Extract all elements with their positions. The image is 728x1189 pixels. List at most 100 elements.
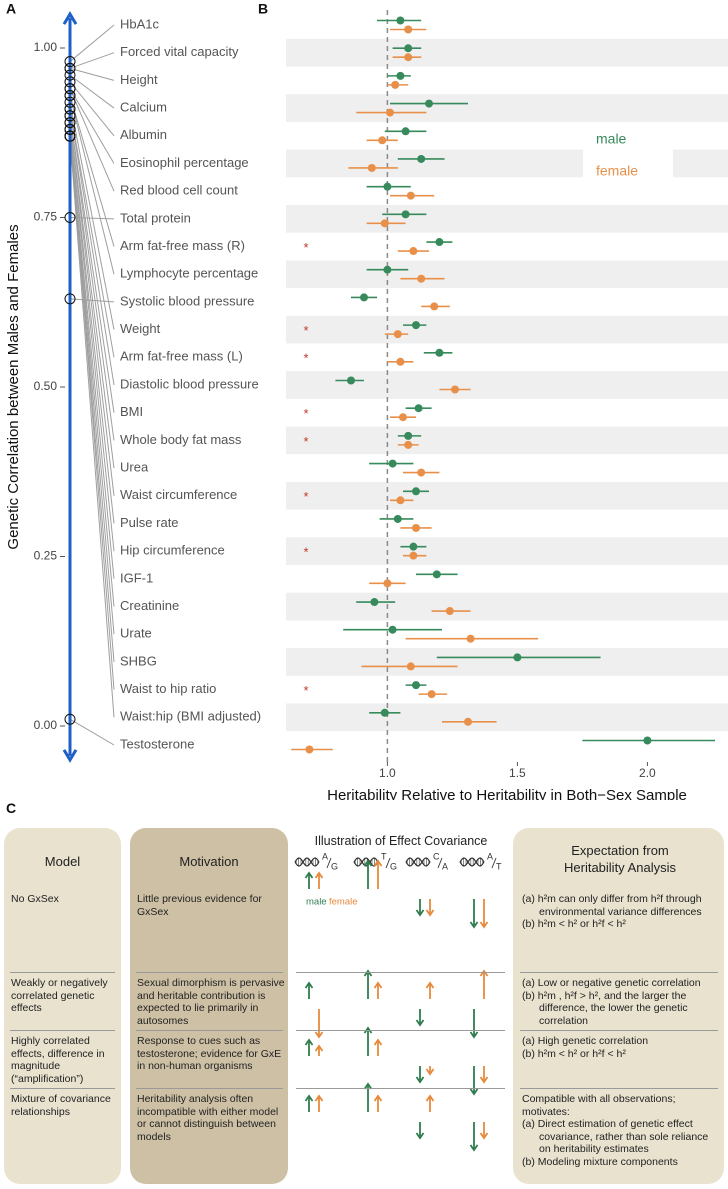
connector xyxy=(69,129,115,552)
row-band xyxy=(286,371,728,399)
row-divider xyxy=(520,972,718,973)
trait-label: Testosterone xyxy=(120,736,194,751)
row-band xyxy=(286,648,728,676)
point xyxy=(383,579,392,588)
connector xyxy=(69,129,115,690)
legend-label: male xyxy=(596,131,627,147)
allele-bottom: G xyxy=(331,861,338,871)
motivation-cell: Heritability analysis often incompatible… xyxy=(137,1093,279,1143)
point xyxy=(396,357,405,366)
effect-arrowhead xyxy=(373,1094,383,1102)
expectation-item: (a) High genetic correlation xyxy=(522,1035,649,1047)
point xyxy=(435,238,444,247)
point xyxy=(412,523,420,532)
point xyxy=(347,376,355,385)
allele-top: T xyxy=(381,851,387,861)
point xyxy=(451,385,459,394)
panel-label: C xyxy=(6,800,17,816)
effect-arrowhead xyxy=(425,1094,435,1102)
allele-top: A xyxy=(322,851,328,861)
figure-panels-ab: A B Genetic Correlation between Males an… xyxy=(5,1,728,800)
effect-arrowhead xyxy=(469,921,479,929)
dna-strand xyxy=(405,857,431,867)
trait-label: Arm fat-free mass (R) xyxy=(120,238,245,253)
effect-arrowhead xyxy=(363,1082,373,1090)
model-cell: Weakly or negatively correlated genetic … xyxy=(11,977,108,1014)
y-tick-label: 0.50 xyxy=(34,379,58,393)
x-tick-label: 1.5 xyxy=(509,766,526,780)
correlation-point xyxy=(64,117,76,129)
connector xyxy=(69,108,115,386)
point xyxy=(435,348,444,357)
point xyxy=(399,413,407,422)
expectation-item: (a) h²m can only differ from h²f through… xyxy=(522,893,702,918)
connector xyxy=(69,102,115,330)
connector xyxy=(69,88,115,164)
row-band xyxy=(286,38,728,67)
y-tick-label: 0.00 xyxy=(34,718,58,732)
correlation-point xyxy=(64,89,76,101)
connector xyxy=(69,81,115,137)
correlation-point xyxy=(64,293,76,305)
effect-arrowhead xyxy=(304,871,314,879)
row-band xyxy=(286,703,728,732)
motivation-column xyxy=(130,828,288,1184)
column-header: Expectation from Heritability Analysis xyxy=(564,843,676,875)
allele-bottom: T xyxy=(496,861,502,871)
model-cell: No GxSex xyxy=(11,893,59,905)
point xyxy=(378,136,387,145)
effect-arrowhead xyxy=(314,871,324,879)
correlation-point xyxy=(64,56,76,68)
trait-label: Diastolic blood pressure xyxy=(120,376,259,391)
motivation-cell: Response to cues such as testosterone; e… xyxy=(137,1035,282,1072)
row-divider xyxy=(520,1030,718,1031)
point xyxy=(404,53,413,62)
row-divider xyxy=(136,972,283,973)
trait-label: Total protein xyxy=(120,210,191,225)
trait-label: Eosinophil percentage xyxy=(120,155,249,170)
trait-label: Creatinine xyxy=(120,598,179,613)
trait-label: Red blood cell count xyxy=(120,183,238,198)
point xyxy=(417,154,426,163)
dna-strand xyxy=(459,857,485,867)
legend-female: female xyxy=(329,897,358,908)
connector xyxy=(69,95,115,247)
point xyxy=(464,717,472,726)
connector xyxy=(69,74,115,109)
connector xyxy=(69,136,115,718)
row-divider xyxy=(136,1030,283,1031)
column-header: Illustration of Effect Covariance xyxy=(314,834,488,848)
point xyxy=(425,99,433,108)
allele-slash xyxy=(326,857,332,869)
trait-label: Weight xyxy=(120,321,161,336)
trait-label: Lymphocyte percentage xyxy=(120,266,258,281)
model-column xyxy=(4,828,121,1184)
row-band xyxy=(286,94,728,122)
y-tick-label: 1.00 xyxy=(34,40,58,54)
point xyxy=(367,163,376,172)
connector xyxy=(69,24,115,62)
allele-top: A xyxy=(487,851,493,861)
connector xyxy=(69,122,115,469)
y-tick-label: 0.25 xyxy=(34,549,58,563)
effect-arrowhead xyxy=(304,981,314,989)
trait-label: Waist circumference xyxy=(120,487,237,502)
point xyxy=(401,127,410,136)
row-band xyxy=(286,315,728,344)
point xyxy=(360,293,368,302)
row-band xyxy=(286,481,728,510)
expectation-item: (b) h²m < h² or h²f < h² xyxy=(522,918,626,930)
correlation-point xyxy=(64,69,76,81)
significance-mark: * xyxy=(303,240,308,255)
dna-strand xyxy=(459,857,485,867)
panel-b: male female 1.0 1.5 2.0 HbA1c Forced vital cap… xyxy=(120,10,728,780)
point xyxy=(380,219,389,228)
point xyxy=(414,404,423,413)
point xyxy=(412,681,420,690)
effect-arrowhead xyxy=(314,1044,324,1052)
dna-strand xyxy=(294,857,320,867)
expectation-cell: Compatible with all observations; motiva… xyxy=(522,1093,720,1168)
point xyxy=(409,551,418,560)
effect-arrowhead xyxy=(314,1031,324,1039)
